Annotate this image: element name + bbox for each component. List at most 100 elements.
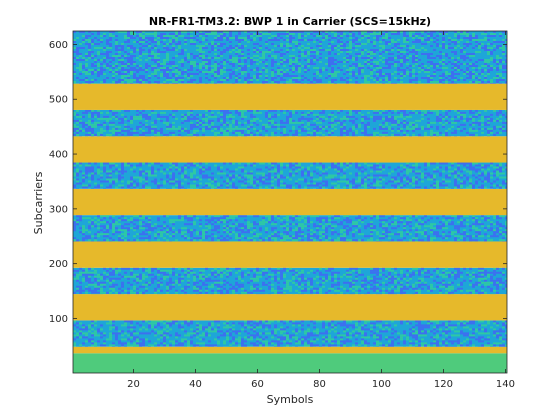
heatmap-cell: [364, 344, 367, 347]
heatmap-cell: [97, 287, 100, 290]
heatmap-cell: [400, 217, 403, 220]
heatmap-cell: [235, 267, 238, 270]
heatmap-cell: [391, 332, 394, 335]
heatmap-cell: [169, 334, 172, 337]
heatmap-cell: [448, 127, 451, 130]
heatmap-cell: [202, 342, 205, 345]
heatmap-cell: [217, 215, 220, 218]
heatmap-cell: [226, 178, 229, 181]
heatmap-cell: [451, 217, 454, 220]
heatmap-cell: [310, 279, 313, 282]
heatmap-cell: [481, 271, 484, 274]
heatmap-cell: [271, 119, 274, 122]
heatmap-cell: [334, 115, 337, 118]
heatmap-cell: [283, 330, 286, 333]
heatmap-cell: [223, 342, 226, 345]
heatmap-cell: [121, 338, 124, 341]
heatmap-cell: [220, 127, 223, 130]
heatmap-cell: [223, 326, 226, 329]
heatmap-cell: [394, 217, 397, 220]
heatmap-cell: [460, 237, 463, 240]
heatmap-cell: [229, 111, 232, 114]
heatmap-cell: [352, 125, 355, 128]
heatmap-cell: [136, 342, 139, 345]
heatmap-cell: [238, 340, 241, 343]
heatmap-cell: [223, 172, 226, 175]
heatmap-cell: [358, 111, 361, 114]
heatmap-cell: [82, 115, 85, 118]
heatmap-cell: [358, 239, 361, 242]
heatmap-cell: [346, 275, 349, 278]
heatmap-cell: [76, 113, 79, 116]
heatmap-cell: [472, 227, 475, 230]
heatmap-cell: [394, 186, 397, 189]
heatmap-cell: [499, 328, 502, 331]
heatmap-cell: [121, 119, 124, 122]
heatmap-cell: [337, 289, 340, 292]
heatmap-cell: [274, 123, 277, 126]
heatmap-cell: [325, 172, 328, 175]
heatmap-cell: [391, 215, 394, 218]
heatmap-cell: [472, 119, 475, 122]
heatmap-cell: [289, 287, 292, 290]
heatmap-cell: [151, 229, 154, 232]
heatmap-cell: [301, 223, 304, 226]
heatmap-cell: [247, 320, 250, 323]
heatmap-cell: [277, 291, 280, 294]
heatmap-cell: [319, 219, 322, 222]
heatmap-cell: [490, 281, 493, 284]
heatmap-cell: [100, 176, 103, 179]
heatmap-cell: [484, 186, 487, 189]
heatmap-cell: [172, 273, 175, 276]
heatmap-cell: [121, 215, 124, 218]
heatmap-cell: [106, 225, 109, 228]
heatmap-cell: [355, 322, 358, 325]
heatmap-cell: [475, 273, 478, 276]
heatmap-cell: [244, 289, 247, 292]
heatmap-cell: [298, 237, 301, 240]
heatmap-cell: [175, 239, 178, 242]
heatmap-cell: [319, 283, 322, 286]
heatmap-cell: [370, 225, 373, 228]
heatmap-cell: [394, 121, 397, 124]
heatmap-cell: [316, 215, 319, 218]
heatmap-cell: [304, 279, 307, 282]
heatmap-cell: [274, 277, 277, 280]
heatmap-cell: [382, 267, 385, 270]
heatmap-cell: [460, 174, 463, 177]
heatmap-cell: [271, 217, 274, 220]
heatmap-cell: [145, 225, 148, 228]
heatmap-cell: [82, 269, 85, 272]
heatmap-cell: [226, 239, 229, 242]
heatmap-cell: [112, 231, 115, 234]
heatmap-cell: [370, 279, 373, 282]
heatmap-cell: [127, 109, 130, 112]
heatmap-cell: [481, 131, 484, 134]
heatmap-cell: [439, 131, 442, 134]
heatmap-cell: [172, 182, 175, 185]
heatmap-cell: [361, 221, 364, 224]
heatmap-cell: [268, 235, 271, 238]
heatmap-cell: [277, 328, 280, 331]
heatmap-cell: [232, 324, 235, 327]
heatmap-cell: [262, 273, 265, 276]
heatmap-cell: [268, 119, 271, 122]
heatmap-cell: [409, 277, 412, 280]
heatmap-cell: [496, 164, 499, 167]
heatmap-cell: [301, 117, 304, 120]
heatmap-cell: [229, 215, 232, 218]
heatmap-cell: [277, 113, 280, 116]
heatmap-cell: [460, 330, 463, 333]
heatmap-cell: [133, 219, 136, 222]
heatmap-cell: [478, 113, 481, 116]
heatmap-cell: [253, 326, 256, 329]
heatmap-cell: [82, 271, 85, 274]
heatmap-cell: [493, 328, 496, 331]
heatmap-cell: [415, 336, 418, 339]
heatmap-cell: [130, 273, 133, 276]
heatmap-cell: [205, 125, 208, 128]
heatmap-cell: [445, 342, 448, 345]
heatmap-cell: [427, 344, 430, 347]
heatmap-cell: [328, 174, 331, 177]
heatmap-cell: [307, 168, 310, 171]
